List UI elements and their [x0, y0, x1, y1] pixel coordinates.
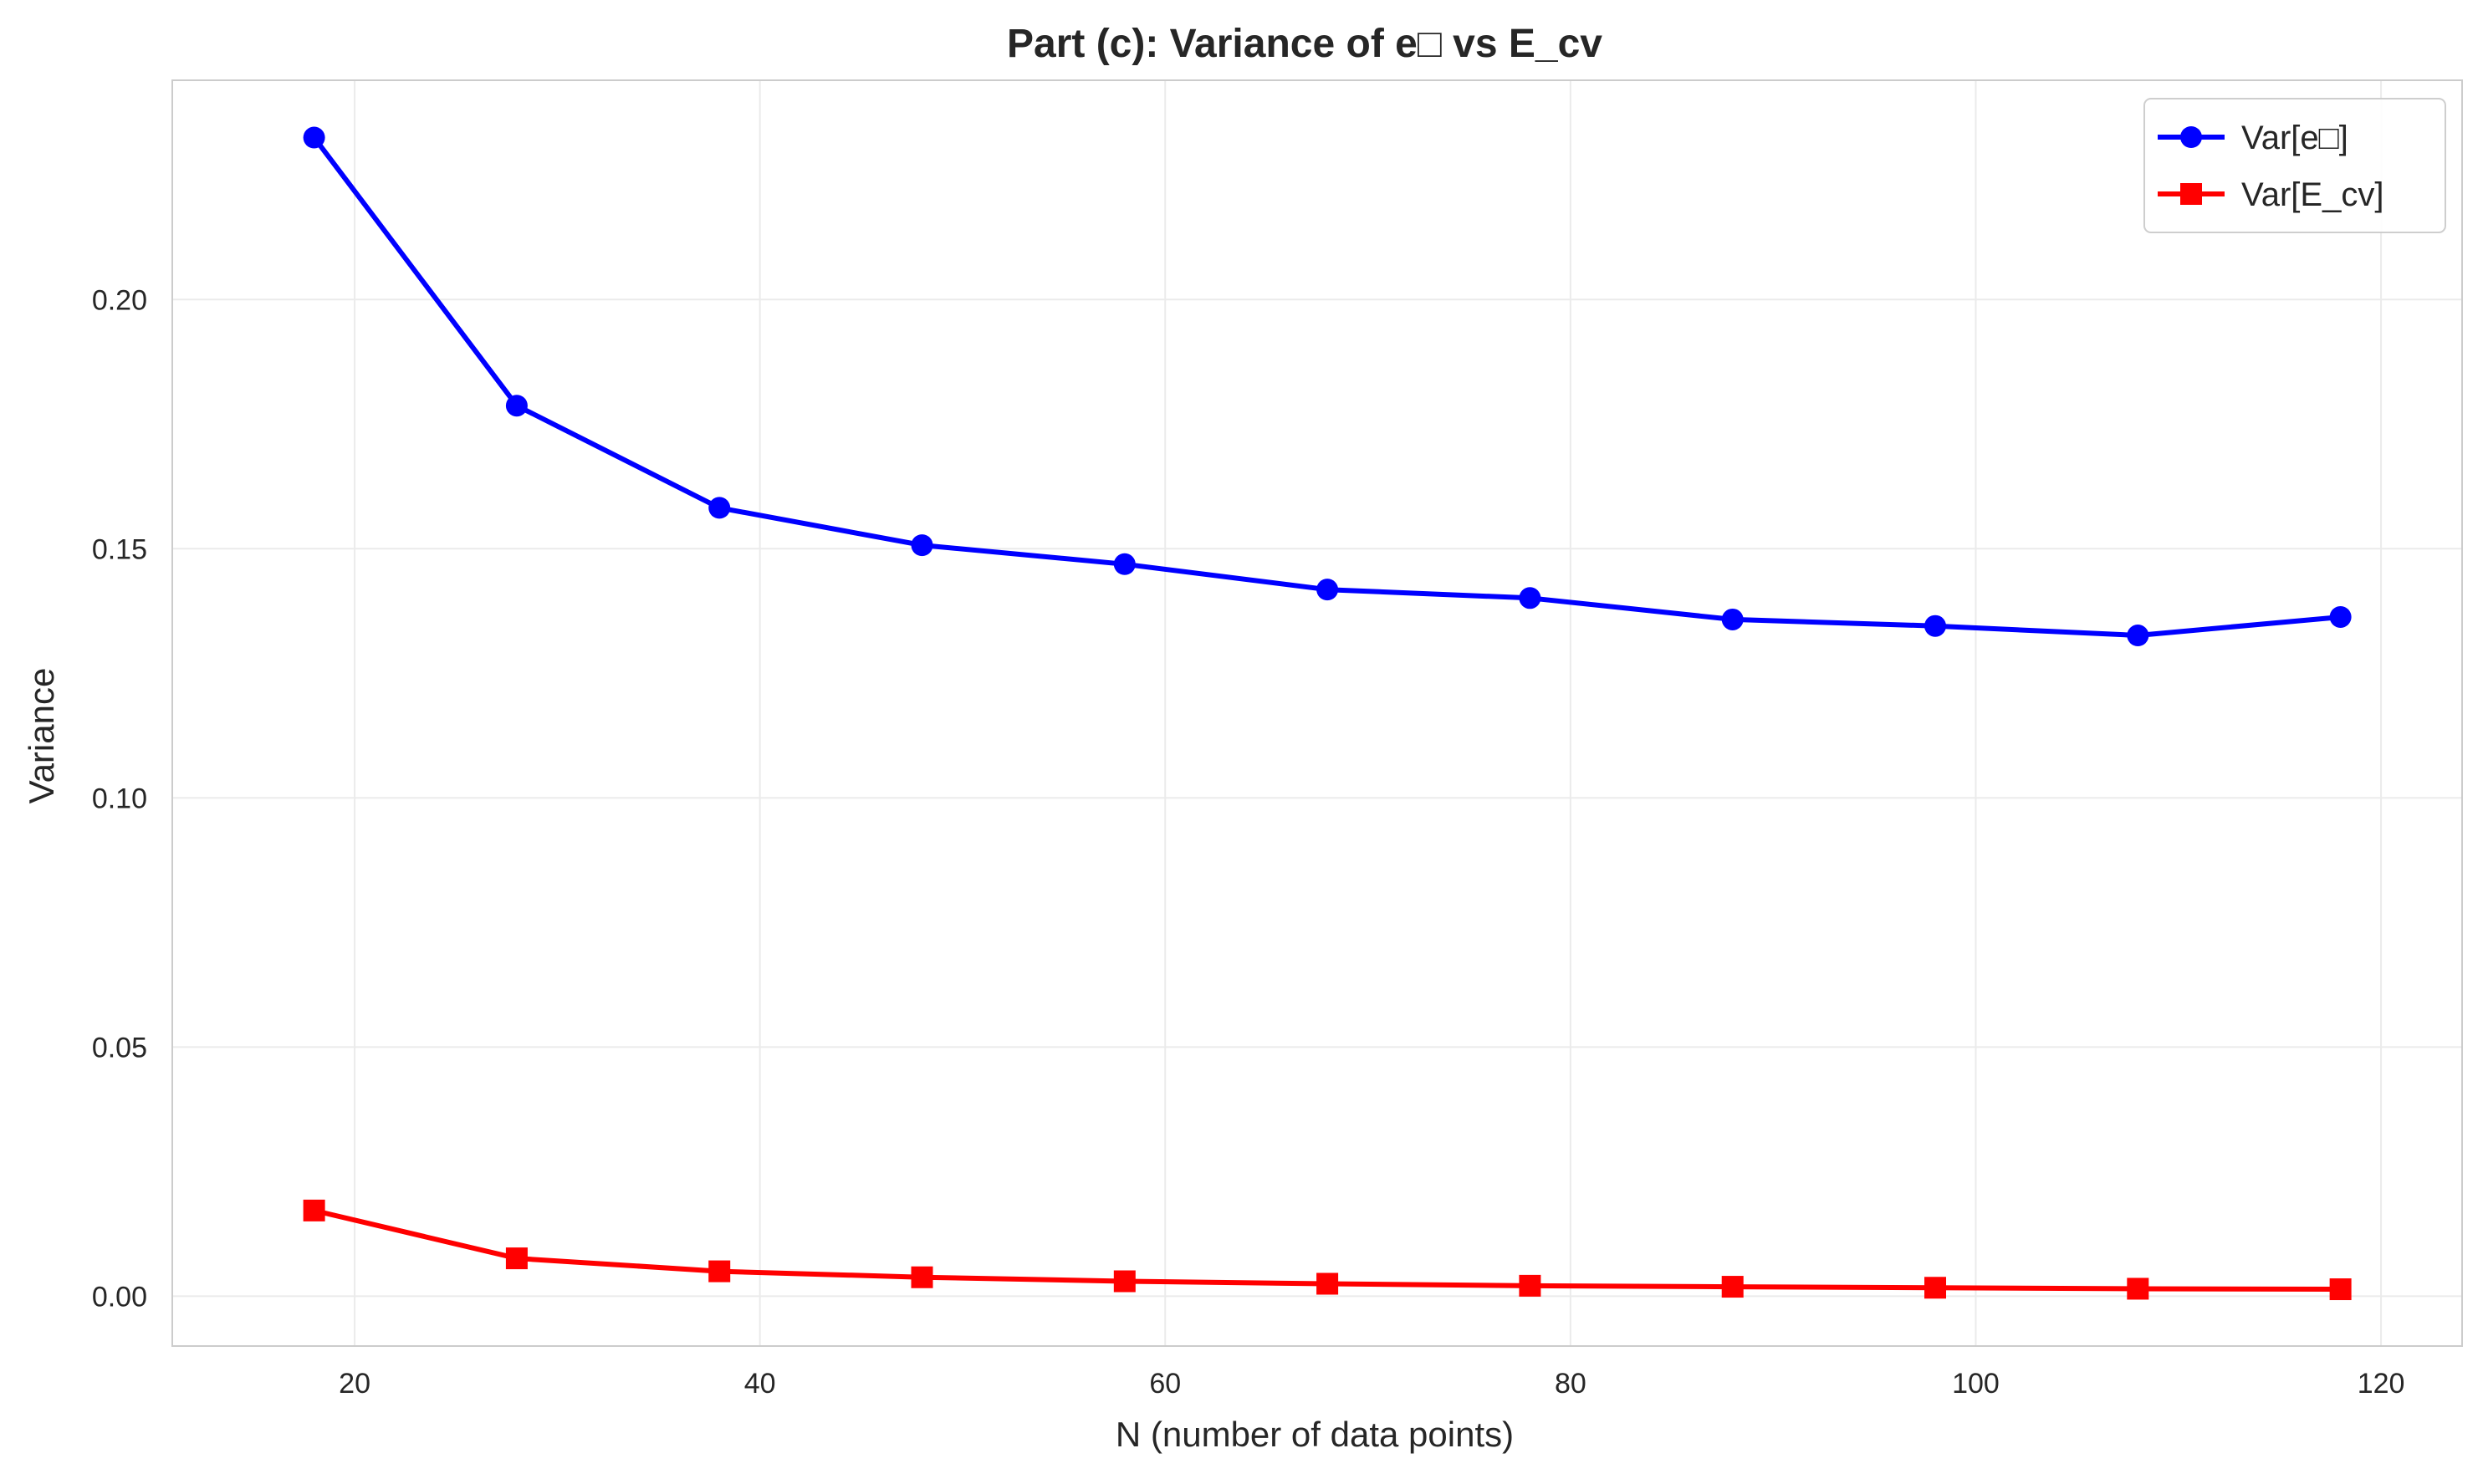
x-tick-label: 40 — [744, 1368, 776, 1400]
data-point — [1721, 608, 1744, 630]
chart-title: Part (c): Variance of e□ vs E_cv — [1007, 22, 1602, 66]
data-point — [1316, 579, 1339, 601]
data-point — [1924, 1277, 1947, 1299]
data-point — [2329, 1278, 2352, 1301]
data-point — [303, 126, 325, 149]
x-tick-label: 80 — [1555, 1368, 1586, 1400]
legend-label: Var[E_cv] — [2241, 176, 2383, 213]
y-tick-label: 0.10 — [92, 783, 147, 814]
data-point — [1113, 1270, 1136, 1293]
grid — [172, 80, 2462, 1346]
legend-label: Var[e□] — [2241, 120, 2348, 156]
x-tick-label: 120 — [2358, 1368, 2405, 1400]
data-point — [1721, 1276, 1744, 1298]
y-tick-label: 0.15 — [92, 533, 147, 565]
legend-box — [2143, 98, 2446, 233]
data-point — [303, 1199, 325, 1221]
data-point — [1113, 553, 1136, 575]
x-axis-label: N (number of data points) — [1116, 1415, 1514, 1454]
data-point — [2127, 1277, 2149, 1300]
data-point — [1519, 587, 1541, 609]
y-axis-label: Variance — [22, 668, 61, 804]
data-point — [708, 1260, 731, 1283]
legend-marker — [2180, 126, 2202, 148]
tick-labels: 20 40 60 80 100 120 0.00 0.05 0.10 0.15 0.20 — [92, 284, 2405, 1400]
data-point — [708, 497, 731, 519]
x-tick-label: 60 — [1149, 1368, 1181, 1400]
data-point — [1316, 1272, 1339, 1295]
x-tick-label: 100 — [1952, 1368, 2000, 1400]
data-point — [2127, 625, 2149, 647]
plot-area-frame — [171, 79, 2463, 1347]
data-point — [1519, 1274, 1541, 1297]
data-point — [1924, 615, 1947, 637]
y-tick-label: 0.20 — [92, 284, 147, 316]
data-point — [2329, 605, 2352, 628]
y-tick-label: 0.00 — [92, 1281, 147, 1313]
data-point — [911, 534, 933, 557]
data-point — [505, 395, 528, 417]
data-point — [911, 1266, 933, 1288]
x-tick-label: 20 — [339, 1368, 370, 1400]
y-tick-label: 0.05 — [92, 1032, 147, 1063]
legend-marker — [2180, 183, 2202, 205]
data-point — [505, 1247, 528, 1270]
series-layer — [303, 126, 2352, 1301]
legend: Var[e□] Var[E_cv] — [2143, 98, 2446, 233]
